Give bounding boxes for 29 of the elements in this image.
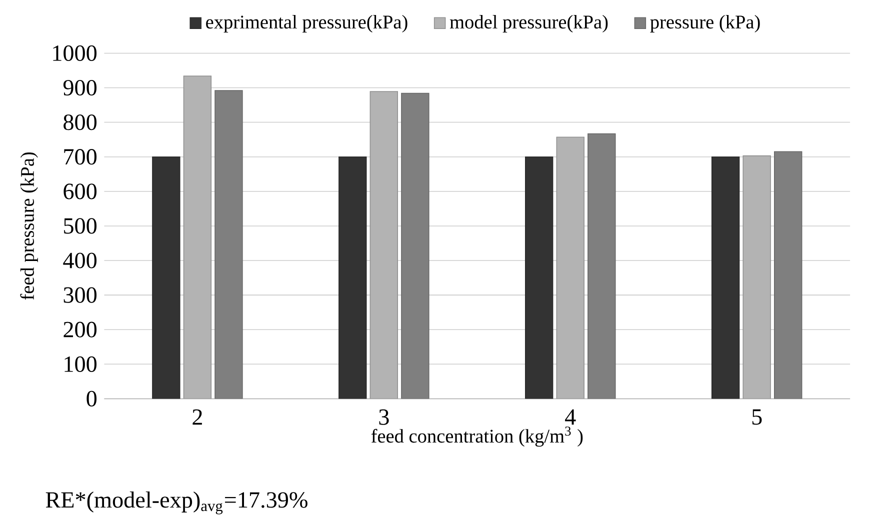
y-tick-label: 900 xyxy=(63,80,96,96)
y-tick-label: 600 xyxy=(64,184,96,200)
y-tick-label: 200 xyxy=(64,322,96,338)
x-axis-title: feed concentration (kg/m$^{3}$ ) xyxy=(371,426,583,447)
text: RE*(model-exp)$_{avg}$=17.39% xyxy=(46,492,308,514)
y-tick-label: 1000 xyxy=(53,45,97,62)
x-tick-label: 2 xyxy=(192,409,202,425)
x-tick-label: 3 xyxy=(379,409,389,425)
y-axis-title: feed pressure (kPa) xyxy=(20,152,38,300)
bar xyxy=(214,90,243,399)
x-tick-label: 5 xyxy=(752,409,762,425)
y-tick-label: 700 xyxy=(64,149,96,165)
y-tick-label: 800 xyxy=(64,114,96,130)
x-tick-label: 4 xyxy=(565,409,576,425)
y-tick-label: 500 xyxy=(64,218,96,234)
bar xyxy=(588,133,616,399)
y-tick-label: 300 xyxy=(64,287,96,303)
legend-label: pressure (kPa) xyxy=(650,15,760,33)
y-tick-label: 0 xyxy=(86,390,97,407)
bar xyxy=(774,151,802,399)
y-tick-label: 400 xyxy=(63,252,96,268)
bar xyxy=(556,136,584,399)
legend-label: model pressure(kPa) xyxy=(450,15,608,33)
legend-label: exprimental pressure(kPa) xyxy=(206,15,408,33)
y-tick-label: 100 xyxy=(64,356,96,372)
bar xyxy=(742,156,771,399)
bar xyxy=(401,92,430,399)
bar xyxy=(183,76,212,399)
bar xyxy=(370,91,398,399)
